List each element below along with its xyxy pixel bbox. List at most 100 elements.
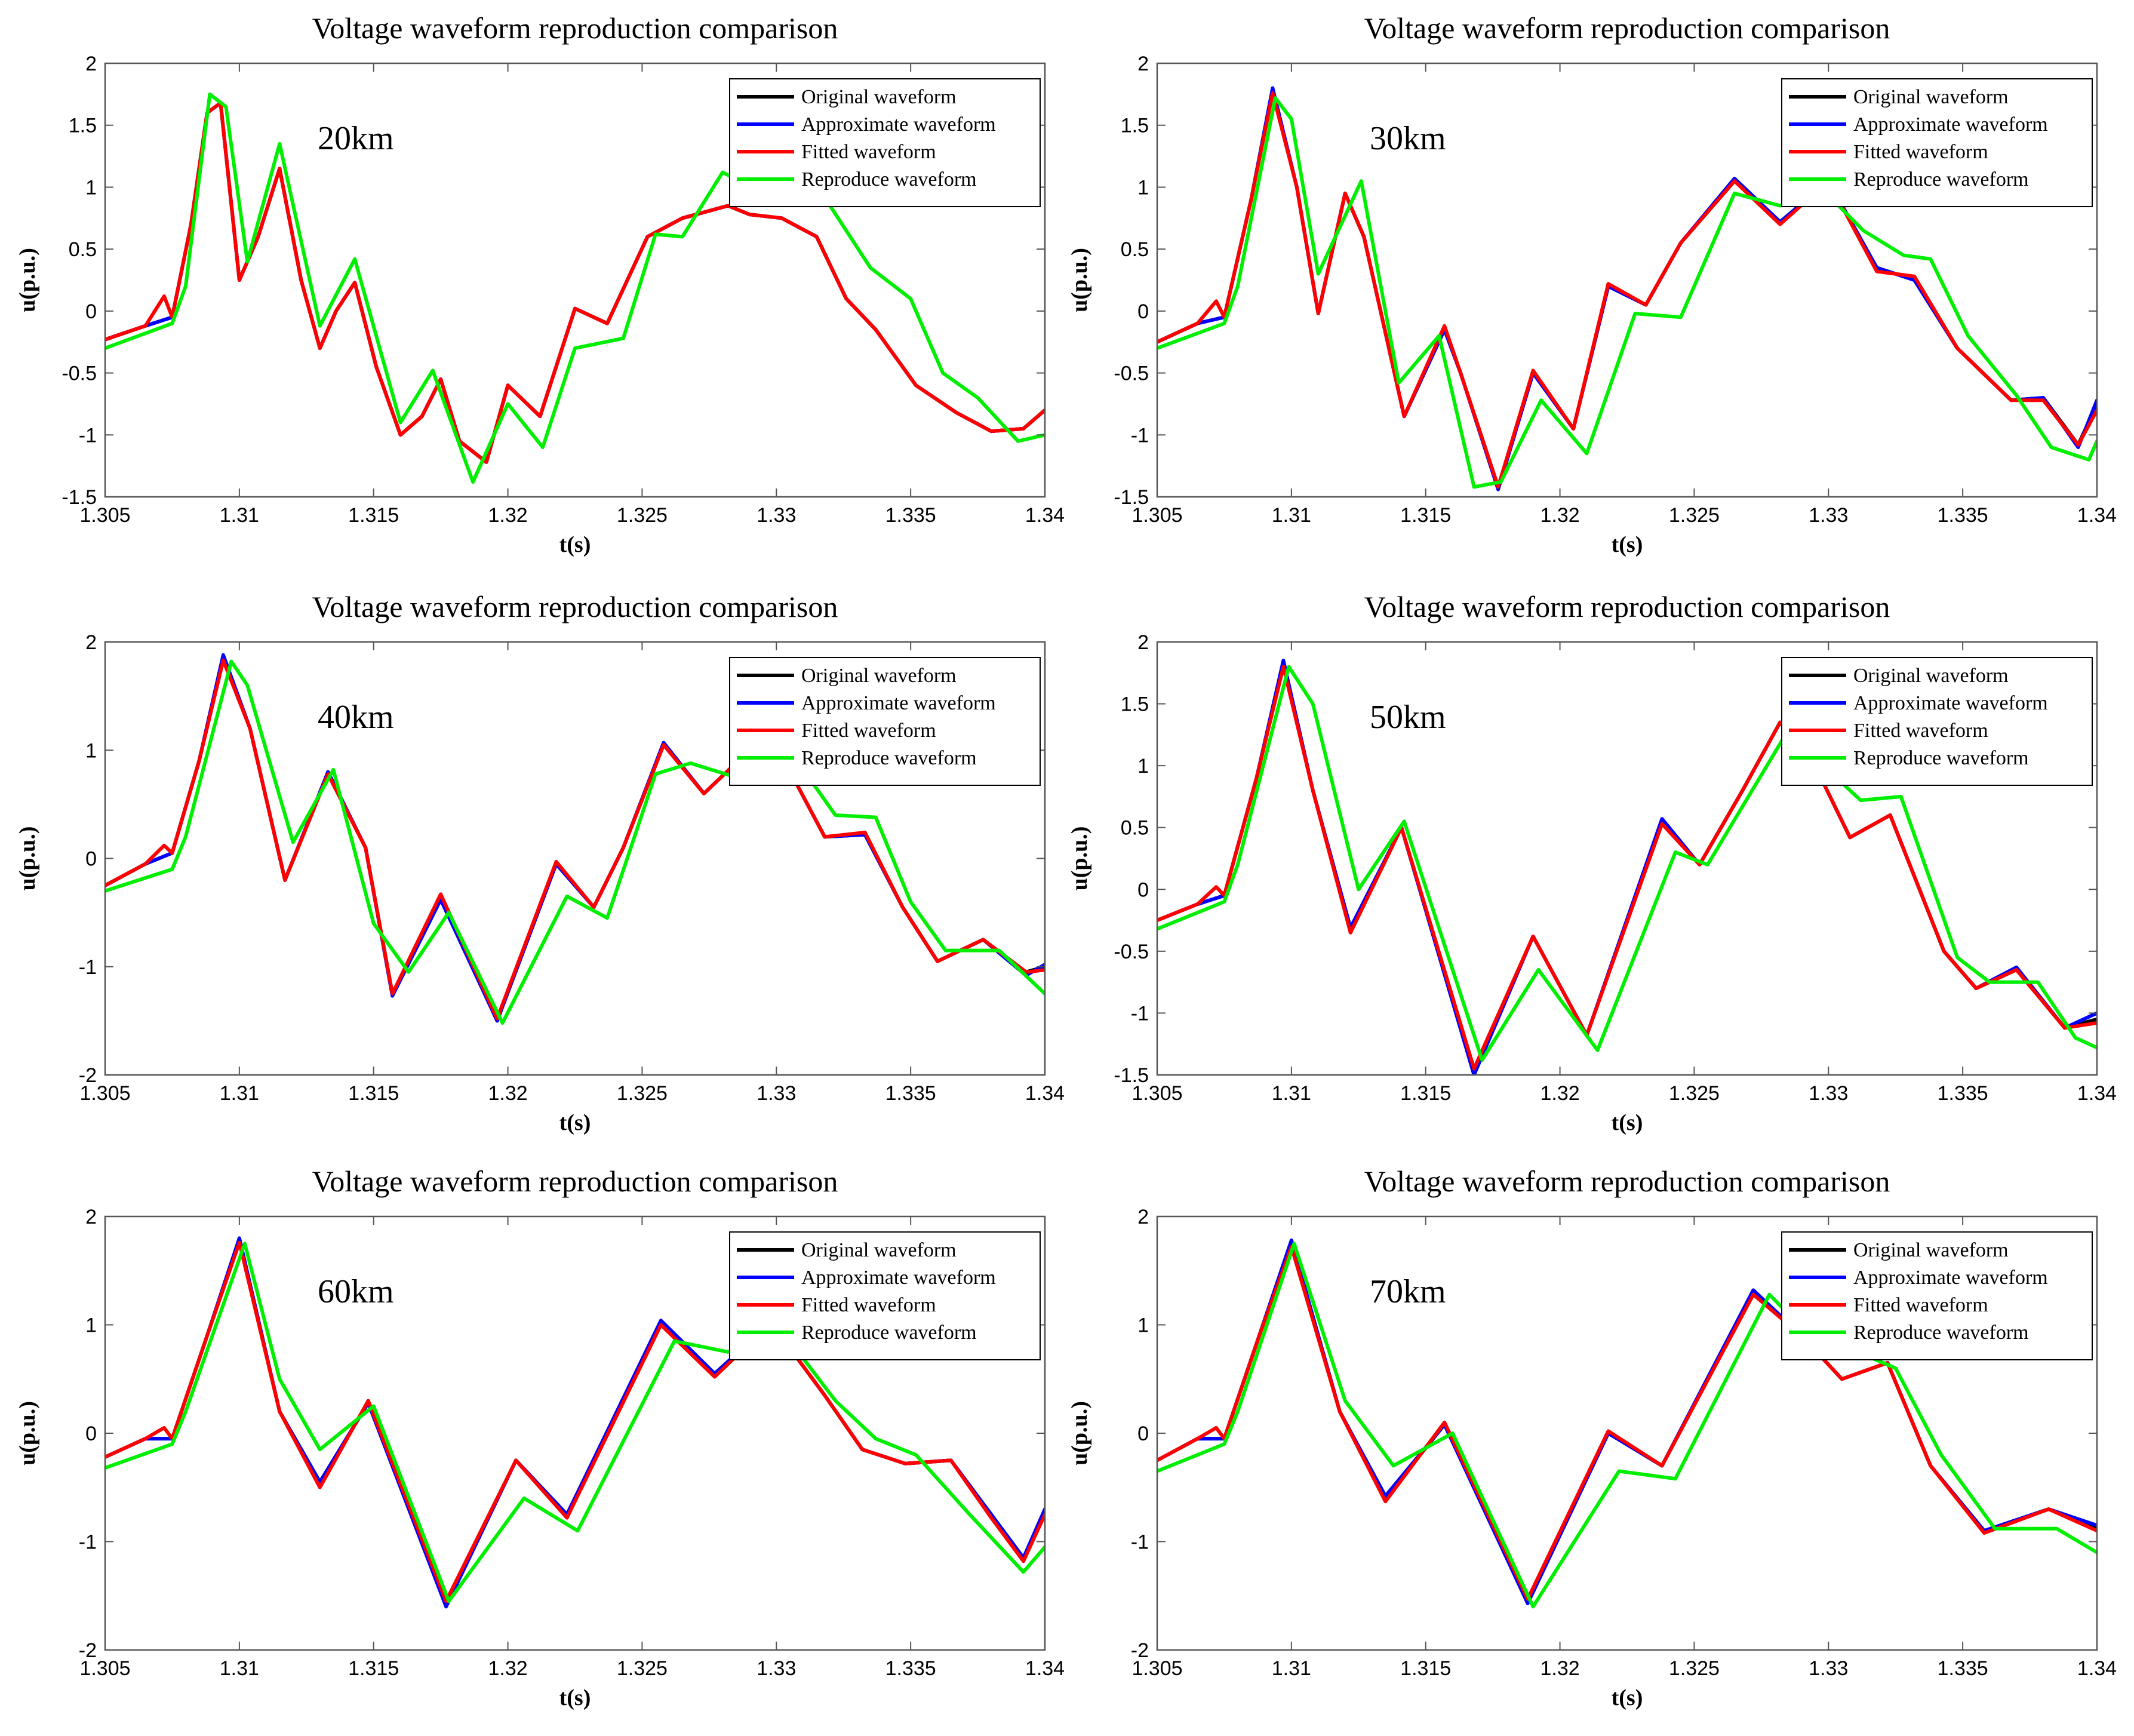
y-axis-label: u(p.u.) [1067,1401,1092,1465]
chart-panel-1: 1.305 1.31 1.315 1.32 1.325 1.33 1.335 1.34 -1.5… [15,11,1065,557]
x-tick-label: 1.34 [2077,1657,2117,1680]
series-line-reproduce-waveform [105,659,1045,1025]
y-tick-label: 0.5 [1121,817,1149,840]
y-tick-label: 2 [85,1206,97,1228]
x-axis-label: t(s) [1612,1110,1643,1135]
y-tick-label: 1.5 [69,115,97,137]
distance-annotation: 60km [318,1273,394,1310]
y-tick-label: -1.5 [62,486,97,509]
x-tick-label: 1.31 [1272,504,1311,527]
y-tick-label: -0.5 [1114,362,1149,385]
x-tick-label: 1.315 [348,504,399,527]
x-tick-label: 1.335 [885,1082,936,1105]
distance-annotation: 40km [318,699,394,736]
series-line-fitted-waveform [1157,91,2097,489]
legend-label: Approximate waveform [1853,692,2048,714]
x-tick-label: 1.335 [1938,504,1988,527]
y-axis-label: u(p.u.) [1067,248,1092,312]
legend-label: Approximate waveform [801,692,996,714]
y-tick-label: -1 [1131,424,1149,447]
y-tick-label: 2 [1137,1206,1149,1228]
x-tick-label: 1.315 [348,1657,399,1680]
series-group [105,1236,1045,1609]
chart-panel-3: 1.305 1.31 1.315 1.32 1.325 1.33 1.335 1.34 -2 -1… [15,590,1065,1135]
chart-title: Voltage waveform reproduction comparison [312,11,838,45]
series-line-reproduce-waveform [1157,665,2097,1062]
legend-box [729,78,1041,207]
x-tick-label: 1.325 [617,1657,668,1680]
legend-box [1781,657,2093,786]
x-tick-label: 1.315 [1400,504,1451,527]
x-tick-label: 1.315 [1400,1657,1451,1680]
chart-panel-5: 1.305 1.31 1.315 1.32 1.325 1.33 1.335 1.34 -2 -1… [15,1164,1065,1710]
legend-box [729,657,1041,786]
legend: Original waveform Approximate waveform Fit… [1781,657,2093,786]
legend-label: Reproduce waveform [1853,168,2029,191]
x-tick-label: 1.32 [488,1657,527,1680]
legend-label: Original waveform [1853,1239,2009,1261]
y-tick-label: 0 [1137,878,1149,901]
legend-label: Reproduce waveform [1853,1322,2029,1344]
x-tick-label: 1.335 [885,1657,936,1680]
x-tick-label: 1.32 [488,1082,527,1105]
y-tick-label: -0.5 [1114,941,1149,963]
legend-box [729,1231,1041,1360]
x-tick-label: 1.31 [220,1082,259,1105]
x-tick-label: 1.305 [1131,1082,1182,1105]
legend-label: Fitted waveform [801,720,936,742]
axes-box [1156,641,2098,1076]
series-group [1157,659,2097,1075]
series-line-fitted-waveform [105,1240,1045,1603]
y-tick-label: 1.5 [1121,693,1149,716]
series-group [105,92,1045,484]
series-group [105,653,1045,1025]
y-tick-label: 0 [85,848,97,871]
series-group [1157,1238,2097,1609]
legend-label: Original waveform [1853,86,2009,108]
x-tick-label: 1.34 [2077,504,2117,527]
legend-label: Approximate waveform [1853,113,2048,136]
x-tick-label: 1.32 [1540,1657,1579,1680]
y-tick-label: 1 [1137,176,1149,199]
y-tick-label: 0.5 [69,238,97,261]
y-tick-label: -1 [1131,1002,1149,1025]
x-tick-label: 1.34 [2077,1082,2117,1105]
y-tick-label: 0 [1137,300,1149,323]
x-tick-label: 1.33 [757,1082,796,1105]
legend-label: Original waveform [1853,665,2009,687]
x-tick-label: 1.32 [1540,504,1579,527]
series-line-fitted-waveform [1157,665,2097,1071]
axes-box [104,62,1046,498]
y-tick-label: -0.5 [62,362,97,385]
y-axis-label: u(p.u.) [15,248,40,312]
y-tick-label: 1 [1137,1314,1149,1337]
x-axis-label: t(s) [1612,532,1643,557]
legend: Original waveform Approximate waveform Fit… [1781,1231,2093,1360]
x-tick-label: 1.33 [1809,504,1848,527]
legend-label: Approximate waveform [801,1267,996,1289]
y-tick-label: 0.5 [1121,238,1149,261]
y-tick-label: 0 [85,1422,97,1445]
legend-label: Fitted waveform [1853,720,1988,742]
x-tick-label: 1.305 [79,1657,130,1680]
y-tick-label: 2 [85,53,97,75]
series-line-fitted-waveform [1157,1245,2097,1601]
y-axis-label: u(p.u.) [15,1401,40,1465]
x-tick-label: 1.33 [757,1657,796,1680]
y-tick-label: -2 [79,1064,97,1087]
x-tick-label: 1.34 [1025,504,1065,527]
y-tick-label: 2 [85,631,97,654]
x-tick-label: 1.34 [1025,1657,1065,1680]
x-tick-label: 1.305 [79,504,130,527]
chart-title: Voltage waveform reproduction comparison [1364,590,1890,623]
x-tick-label: 1.31 [220,1657,259,1680]
distance-annotation: 20km [318,120,394,157]
axes-box [1156,62,2098,498]
x-tick-label: 1.335 [1938,1082,1988,1105]
y-tick-label: -2 [1131,1639,1149,1662]
y-tick-label: -1 [79,424,97,447]
legend-label: Approximate waveform [801,113,996,136]
x-tick-label: 1.32 [488,504,527,527]
y-tick-label: 1 [85,176,97,199]
